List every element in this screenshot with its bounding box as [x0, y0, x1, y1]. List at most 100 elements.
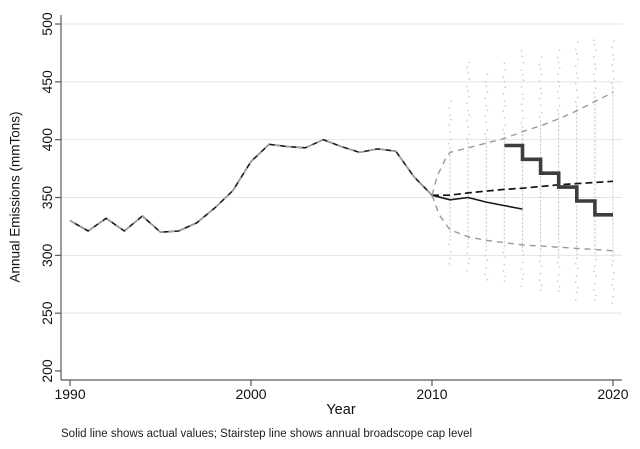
forecast-central-line: [432, 180, 614, 197]
scatter-dot: [594, 282, 596, 285]
scatter-dot: [467, 126, 469, 128]
scatter-dot: [521, 93, 524, 96]
scatter-dot: [539, 104, 542, 106]
scatter-dot: [575, 275, 578, 277]
scatter-dot: [574, 281, 577, 284]
y-tick-label: 200: [39, 359, 55, 383]
scatter-dot: [466, 119, 468, 122]
scatter-dot: [502, 270, 505, 272]
scatter-dot: [593, 289, 595, 291]
scatter-dot: [485, 121, 488, 124]
scatter-dot: [593, 91, 595, 94]
scatter-dot: [484, 81, 487, 83]
scatter-dot: [485, 266, 488, 269]
scatter-dot: [557, 290, 560, 292]
scatter-dot: [484, 115, 487, 117]
scatter-dot: [467, 71, 469, 74]
scatter-dot: [484, 254, 487, 257]
scatter-dot: [540, 56, 543, 58]
scatter-dot: [520, 268, 523, 270]
scatter-dot: [574, 65, 577, 67]
scatter-dot: [504, 104, 507, 107]
scatter-dot: [595, 67, 597, 70]
scatter-dot: [503, 80, 506, 83]
scatter-dot: [467, 262, 469, 265]
scatter-dot: [520, 285, 523, 288]
scatter-dot: [594, 79, 596, 82]
scatter-dot: [449, 257, 451, 260]
scatter-dot: [595, 275, 597, 277]
scatter-dot: [558, 104, 561, 107]
scatter-dot: [522, 254, 525, 256]
scatter-dot: [540, 284, 543, 287]
scatter-dot: [520, 49, 523, 52]
scatter-dot: [593, 73, 595, 76]
scatter-dot: [466, 269, 468, 272]
y-tick-label: 400: [39, 128, 55, 152]
chart-caption: Solid line shows actual values; Stairste…: [61, 428, 473, 440]
scatter-dot: [612, 259, 614, 262]
scatter-dot: [503, 62, 506, 65]
scatter-dot: [574, 263, 577, 265]
scatter-dot: [612, 70, 614, 73]
scatter-dot: [538, 260, 541, 263]
scatter-dot: [502, 76, 505, 79]
cap-stairstep-line: [504, 143, 613, 217]
scatter-dot: [520, 69, 523, 72]
scatter-dot: [557, 80, 560, 83]
x-tick-label: 1990: [54, 386, 85, 402]
scatter-dot: [503, 100, 506, 103]
scatter-dot: [613, 288, 615, 290]
scatter-dot: [502, 110, 505, 113]
scatter-dot: [612, 278, 614, 280]
scatter-dot: [595, 258, 597, 261]
scatter-dot: [450, 118, 452, 121]
scatter-dot: [448, 142, 450, 145]
scatter-dot: [556, 109, 559, 111]
scatter-dot: [450, 138, 452, 140]
scatter-dot: [558, 49, 561, 51]
scatter-dot: [574, 48, 577, 51]
scatter-dot: [466, 102, 468, 104]
scatter-dot: [468, 257, 470, 260]
scatter-dot: [612, 54, 614, 56]
scatter-dot: [486, 73, 489, 76]
scatter-dot: [576, 77, 579, 79]
scatter-dot: [485, 249, 488, 252]
scatter-dot: [520, 121, 523, 124]
scatter-dot: [486, 278, 489, 281]
scatter-dot: [595, 49, 597, 52]
scatter-dot: [595, 294, 597, 297]
scatter-dot: [449, 114, 451, 116]
scatter-dot: [576, 96, 579, 99]
scatter-dot: [538, 116, 541, 118]
scatter-dot: [539, 255, 542, 257]
scatter-dot: [448, 106, 450, 109]
scatter-dot: [450, 100, 452, 102]
scatter-dot: [485, 85, 488, 88]
scatter-dot: [593, 39, 595, 42]
scatter-dot: [449, 130, 451, 133]
scatter-dot: [503, 280, 506, 282]
scatter-dot: [613, 78, 615, 80]
scatter-dot: [448, 263, 450, 265]
scatter-dot: [467, 109, 469, 112]
scatter-dot: [538, 63, 541, 66]
scatter-dot: [466, 66, 468, 68]
scatter-dot: [504, 68, 507, 71]
scatter-dot: [504, 124, 507, 127]
scatter-dot: [576, 287, 579, 289]
scatter-dot: [576, 267, 579, 270]
scatter-dot: [486, 109, 489, 112]
fan-lower-bound-line: [431, 194, 614, 252]
scatter-dot: [556, 280, 559, 282]
scatter-dot: [558, 66, 561, 69]
scatter-dot: [522, 97, 525, 100]
scatter-dot: [468, 114, 470, 116]
scatter-dot: [521, 278, 524, 280]
hindcast-overlay-line: [69, 139, 433, 233]
scatter-dot: [520, 85, 523, 88]
scatter-dot: [484, 97, 487, 100]
scatter-dot: [540, 73, 543, 76]
scatter-dot: [468, 78, 470, 80]
